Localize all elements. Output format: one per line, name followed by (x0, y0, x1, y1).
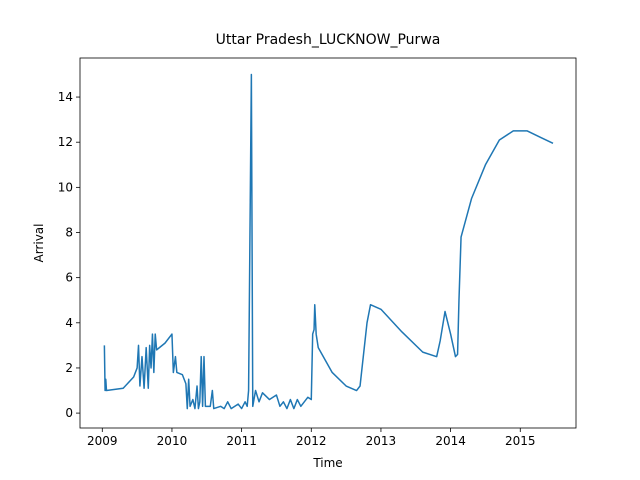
y-tick-label: 12 (58, 135, 73, 149)
y-tick-label: 2 (65, 361, 73, 375)
axes-frame (79, 57, 577, 429)
data-line (103, 73, 554, 410)
y-tick-label: 4 (65, 316, 73, 330)
x-tick-label: 2015 (505, 434, 536, 448)
y-tick-label: 0 (65, 406, 73, 420)
x-axis-label: Time (312, 456, 342, 470)
y-tick-label: 10 (58, 180, 73, 194)
x-tick-label: 2011 (226, 434, 257, 448)
y-tick-label: 14 (58, 90, 73, 104)
x-tick-label: 2010 (157, 434, 188, 448)
x-tick-label: 2009 (87, 434, 118, 448)
x-tick-label: 2012 (296, 434, 327, 448)
y-tick-label: 8 (65, 226, 73, 240)
x-tick-label: 2013 (366, 434, 397, 448)
y-axis-label: Arrival (32, 224, 46, 263)
chart-title: Uttar Pradesh_LUCKNOW_Purwa (216, 32, 441, 48)
y-tick-label: 6 (65, 271, 73, 285)
x-tick-label: 2014 (435, 434, 466, 448)
